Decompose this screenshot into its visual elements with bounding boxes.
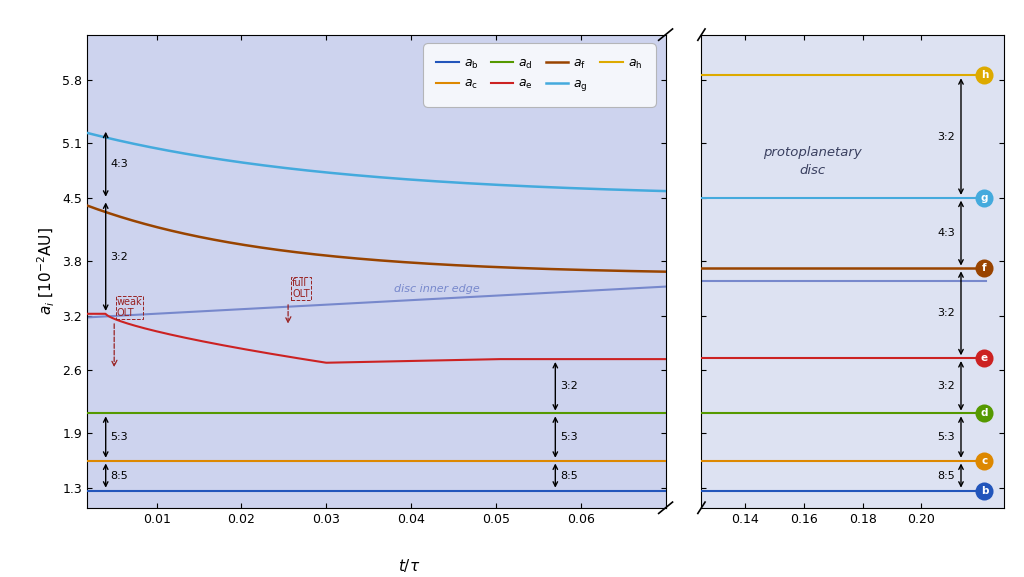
- Text: protoplanetary
disc: protoplanetary disc: [764, 146, 862, 177]
- Text: f: f: [982, 264, 987, 273]
- Text: d: d: [981, 409, 988, 418]
- Text: 5:3: 5:3: [560, 432, 578, 442]
- Text: e: e: [981, 353, 988, 363]
- Text: 3:2: 3:2: [560, 381, 579, 391]
- Text: g: g: [981, 193, 988, 203]
- Text: 3:2: 3:2: [937, 308, 955, 319]
- Text: $t/\tau$: $t/\tau$: [398, 557, 421, 574]
- Text: full
OLT: full OLT: [292, 278, 310, 299]
- Text: 3:2: 3:2: [110, 252, 128, 262]
- Text: b: b: [981, 485, 988, 496]
- Text: 8:5: 8:5: [110, 471, 128, 481]
- Text: disc inner edge: disc inner edge: [394, 284, 480, 294]
- Text: 4:3: 4:3: [937, 228, 955, 238]
- Text: 3:2: 3:2: [937, 132, 955, 141]
- Text: weak
OLT: weak OLT: [117, 297, 142, 319]
- Text: 5:3: 5:3: [110, 432, 128, 442]
- Legend: $a_\mathrm{b}$, $a_\mathrm{c}$, $a_\mathrm{d}$, $a_\mathrm{e}$, $a_\mathrm{f}$, : $a_\mathrm{b}$, $a_\mathrm{c}$, $a_\math…: [427, 48, 650, 102]
- Y-axis label: $a_i\ [10^{-2}\mathrm{AU}]$: $a_i\ [10^{-2}\mathrm{AU}]$: [36, 227, 56, 315]
- Text: 5:3: 5:3: [938, 432, 955, 442]
- Text: 8:5: 8:5: [937, 471, 955, 481]
- Text: h: h: [981, 70, 988, 80]
- Text: 3:2: 3:2: [937, 381, 955, 391]
- Text: 4:3: 4:3: [110, 159, 128, 169]
- Text: c: c: [981, 456, 987, 466]
- Text: 8:5: 8:5: [560, 471, 579, 481]
